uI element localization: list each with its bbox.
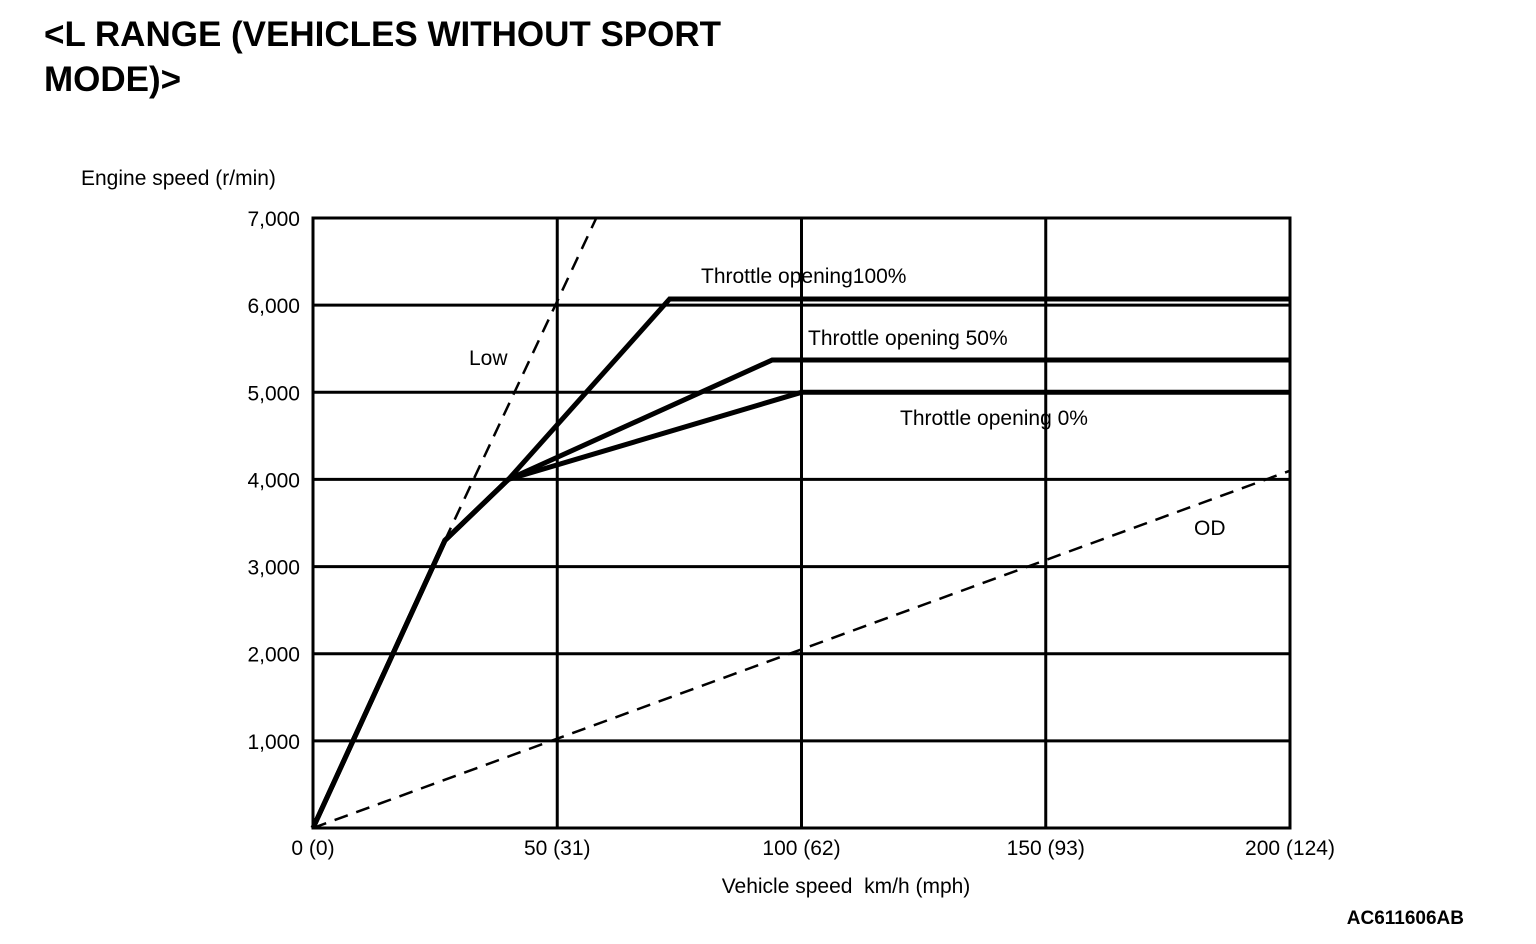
y-tick-label: 3,000	[247, 557, 300, 580]
x-tick-label: 200 (124)	[1245, 837, 1335, 860]
x-tick-label: 100 (62)	[762, 837, 840, 860]
annotation-low: Low	[469, 347, 508, 370]
figure-code: AC611606AB	[1346, 908, 1464, 929]
y-tick-label: 6,000	[247, 295, 300, 318]
chart-title: <L RANGE (VEHICLES WITHOUT SPORT MODE)>	[44, 15, 722, 99]
annotation-throttle-opening-0pct: Throttle opening 0%	[900, 407, 1088, 430]
y-tick-label: 1,000	[247, 731, 300, 754]
annotation-throttle-opening100pct: Throttle opening100%	[701, 265, 906, 288]
series-annotations: Throttle opening100% Throttle opening 50%…	[469, 265, 1226, 540]
annotation-throttle-opening-50pct: Throttle opening 50%	[808, 327, 1008, 350]
x-tick-label: 50 (31)	[524, 837, 591, 860]
series-line-throttle-opening-0pct	[310, 389, 1290, 830]
x-tick-label: 0 (0)	[291, 837, 334, 860]
x-tick-labels: 0 (0) 50 (31) 100 (62) 150 (93) 200 (124)	[291, 837, 1335, 860]
y-tick-labels: 1,000 2,000 3,000 4,000 5,000 6,000 7,000	[247, 208, 300, 754]
annotation-od: OD	[1194, 517, 1226, 540]
y-tick-label: 4,000	[247, 469, 300, 492]
x-axis-label: Vehicle speed km/h (mph)	[722, 875, 971, 898]
series-lines	[310, 217, 1291, 830]
series-line-low	[443, 217, 598, 541]
y-axis-label: Engine speed (r/min)	[81, 167, 276, 190]
plot-frame	[311, 216, 1292, 830]
series-line-od	[312, 469, 1291, 830]
x-tick-label: 150 (93)	[1007, 837, 1085, 860]
y-tick-label: 7,000	[247, 208, 300, 231]
y-tick-label: 5,000	[247, 382, 300, 405]
y-tick-label: 2,000	[247, 644, 300, 667]
